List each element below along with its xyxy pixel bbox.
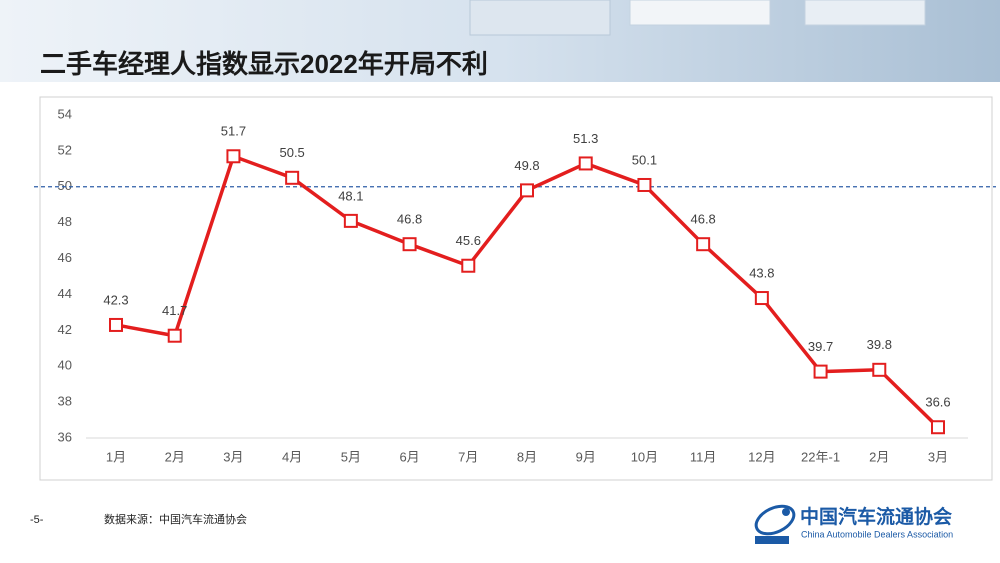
marker [696,237,711,252]
y-tick-label: 52 [58,142,72,157]
x-tick-label: 2月 [165,449,185,464]
x-tick-label: 3月 [223,449,243,464]
x-tick-label: 10月 [631,449,658,464]
decor-cube [804,0,926,26]
value-label: 49.8 [514,158,539,173]
value-label: 51.3 [573,131,598,146]
marker [109,317,123,332]
y-tick-label: 36 [58,429,72,444]
y-tick-label: 38 [58,394,72,409]
marker [226,149,241,164]
x-tick-label: 9月 [576,449,596,464]
marker [343,213,358,228]
x-tick-label: 1月 [106,449,126,464]
value-label: 36.6 [925,395,950,410]
marker [285,170,300,185]
marker [461,258,476,273]
marker [402,237,417,252]
value-label: 45.6 [456,233,481,248]
x-tick-label: 5月 [341,449,361,464]
x-tick-label: 8月 [517,449,537,464]
y-tick-label: 44 [58,286,72,301]
y-tick-label: 50 [58,178,72,193]
value-label: 39.8 [867,337,892,352]
x-tick-label: 7月 [458,449,478,464]
marker [872,362,887,377]
marker [931,420,945,435]
y-tick-label: 54 [58,106,72,121]
decor-cube [469,0,611,36]
marker [754,291,769,306]
value-label: 46.8 [397,212,422,227]
x-tick-label: 11月 [690,449,717,464]
slide-title: 二手车经理人指数显示2022年开局不利 [40,49,488,79]
y-tick-label: 42 [58,322,72,337]
marker [578,156,593,171]
marker [167,328,182,343]
marker [813,364,828,379]
value-label: 42.3 [103,292,128,307]
value-label: 50.5 [279,145,304,160]
plot-area: 36 38 40 42 44 46 48 50 52 54 1月 2月 3月 4月 5月 6月 7月 8月 9月 10… [34,106,996,464]
x-tick-label: 3月 [928,449,948,464]
x-tick-label: 6月 [399,449,419,464]
x-tick-label: 22年-1 [801,449,840,464]
y-tick-label: 46 [58,250,72,265]
value-label: 43.8 [749,265,774,280]
y-tick-label: 40 [58,358,72,373]
marker [520,183,534,198]
value-label: 51.7 [221,124,246,139]
x-tick-label: 4月 [282,449,302,464]
logo: 中国汽车流通协会 China Automobile Dealers Associ… [754,504,953,544]
value-label: 41.7 [162,303,187,318]
logo-english: China Automobile Dealers Association [801,529,953,539]
decor-cube [629,0,771,26]
logo-name: 中国汽车流通协会 [800,505,952,528]
value-label: 39.7 [808,339,833,354]
source-note: 数据来源：中国汽车流通协会 [104,512,247,526]
value-label: 46.8 [690,212,715,227]
y-tick-label: 48 [58,214,72,229]
x-tick-label: 2月 [869,449,889,464]
marker [637,177,652,192]
page-number: -5- [30,514,44,526]
chart-frame [39,96,993,481]
value-label: 48.1 [338,188,363,203]
x-tick-label: 12月 [748,449,775,464]
value-label: 50.1 [632,152,657,167]
